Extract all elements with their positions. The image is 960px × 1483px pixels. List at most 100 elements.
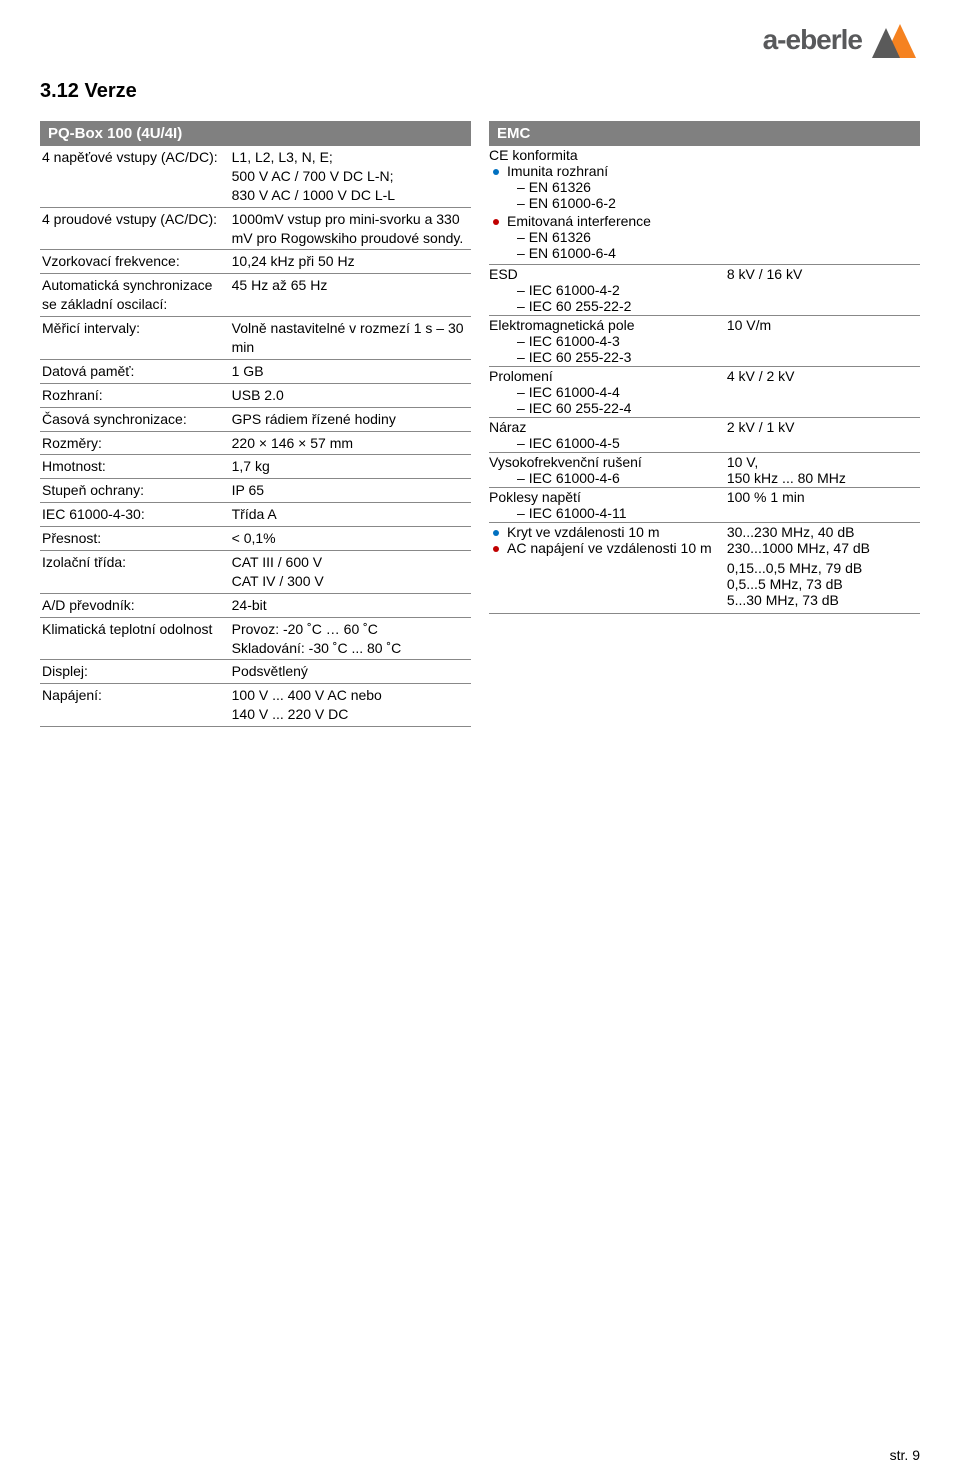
emc-sub-item: EN 61000-6-2 bbox=[489, 195, 920, 211]
logo: a-eberle bbox=[763, 20, 920, 60]
spec-value: 1000mV vstup pro mini-svorku a 330 mV pr… bbox=[230, 207, 471, 250]
spec-label: Rozhraní: bbox=[40, 383, 230, 407]
emc-row-value: 10 V, 150 kHz ... 80 MHz bbox=[721, 454, 920, 486]
emc-conformity-row: CE konformita Imunita rozhraníEN 61326EN… bbox=[489, 146, 920, 264]
emc-row: NárazIEC 61000-4-52 kV / 1 kV bbox=[489, 418, 920, 453]
emc-row-title: Vysokofrekvenční rušení bbox=[489, 454, 721, 470]
spec-row: Displej:Podsvětlený bbox=[40, 660, 471, 684]
emc-tail-row: Kryt ve vzdálenosti 10 mAC napájení ve v… bbox=[489, 523, 920, 614]
emc-row-value: 2 kV / 1 kV bbox=[721, 419, 920, 451]
spec-row: Rozhraní:USB 2.0 bbox=[40, 383, 471, 407]
spec-row: 4 proudové vstupy (AC/DC):1000mV vstup p… bbox=[40, 207, 471, 250]
spec-column-left: PQ-Box 100 (4U/4I) 4 napěťové vstupy (AC… bbox=[40, 121, 471, 727]
panel-header-pqbox: PQ-Box 100 (4U/4I) bbox=[40, 121, 471, 146]
emc-row-value: 8 kV / 16 kV bbox=[721, 266, 920, 314]
bullet-icon bbox=[493, 169, 499, 175]
logo-text: a-eberle bbox=[763, 24, 862, 56]
emc-row: Vysokofrekvenční rušeníIEC 61000-4-610 V… bbox=[489, 453, 920, 488]
emc-conformity-title: CE konformita bbox=[489, 147, 920, 163]
emc-bullet-item: AC napájení ve vzdálenosti 10 m bbox=[489, 540, 721, 556]
spec-label: Přesnost: bbox=[40, 527, 230, 551]
emc-row: ProlomeníIEC 61000-4-4IEC 60 255-22-44 k… bbox=[489, 367, 920, 418]
panel-header-emc: EMC bbox=[489, 121, 920, 146]
emc-tail-value: 0,15...0,5 MHz, 79 dB 0,5...5 MHz, 73 dB… bbox=[727, 560, 920, 608]
emc-row-title: Poklesy napětí bbox=[489, 489, 721, 505]
emc-row-value: 100 % 1 min bbox=[721, 489, 920, 521]
spec-row: Datová paměť:1 GB bbox=[40, 359, 471, 383]
spec-label: Napájení: bbox=[40, 684, 230, 727]
spec-label: Hmotnost: bbox=[40, 455, 230, 479]
spec-value: GPS rádiem řízené hodiny bbox=[230, 407, 471, 431]
emc-sub-item: IEC 61000-4-5 bbox=[489, 435, 721, 451]
emc-row: Poklesy napětíIEC 61000-4-11100 % 1 min bbox=[489, 488, 920, 523]
spec-label: Izolační třída: bbox=[40, 551, 230, 594]
emc-sub-item: EN 61326 bbox=[489, 179, 920, 195]
emc-row-value: 10 V/m bbox=[721, 317, 920, 365]
spec-label: 4 proudové vstupy (AC/DC): bbox=[40, 207, 230, 250]
spec-label: A/D převodník: bbox=[40, 593, 230, 617]
emc-sub-item: IEC 61000-4-4 bbox=[489, 384, 721, 400]
emc-sub-item: IEC 61000-4-11 bbox=[489, 505, 721, 521]
spec-row: Časová synchronizace:GPS rádiem řízené h… bbox=[40, 407, 471, 431]
bullet-icon bbox=[493, 219, 499, 225]
spec-value: 1,7 kg bbox=[230, 455, 471, 479]
emc-sub-item: IEC 61000-4-6 bbox=[489, 470, 721, 486]
spec-value: 45 Hz až 65 Hz bbox=[230, 274, 471, 317]
emc-sub-item: IEC 61000-4-2 bbox=[489, 282, 721, 298]
spec-row: Automatická synchronizace se základní os… bbox=[40, 274, 471, 317]
spec-label: Stupeň ochrany: bbox=[40, 479, 230, 503]
spec-value: USB 2.0 bbox=[230, 383, 471, 407]
spec-row: IEC 61000-4-30:Třída A bbox=[40, 503, 471, 527]
bullet-icon bbox=[493, 546, 499, 552]
spec-label: Rozměry: bbox=[40, 431, 230, 455]
spec-row: Klimatická teplotní odolnostProvoz: -20 … bbox=[40, 617, 471, 660]
emc-bullet-item: Kryt ve vzdálenosti 10 m bbox=[489, 524, 721, 540]
spec-label: 4 napěťové vstupy (AC/DC): bbox=[40, 146, 230, 207]
spec-row: Měřicí intervaly:Volně nastavitelné v ro… bbox=[40, 317, 471, 360]
spec-value: < 0,1% bbox=[230, 527, 471, 551]
emc-sub-item: IEC 61000-4-3 bbox=[489, 333, 721, 349]
spec-row: A/D převodník:24-bit bbox=[40, 593, 471, 617]
emc-row-title: Elektromagnetická pole bbox=[489, 317, 721, 333]
emc-row-title: Náraz bbox=[489, 419, 721, 435]
spec-label: Klimatická teplotní odolnost bbox=[40, 617, 230, 660]
emc-sub-item: IEC 60 255-22-3 bbox=[489, 349, 721, 365]
spec-label: Displej: bbox=[40, 660, 230, 684]
spec-value: L1, L2, L3, N, E; 500 V AC / 700 V DC L-… bbox=[230, 146, 471, 207]
emc-bullet-item: Emitovaná interference bbox=[489, 213, 920, 229]
emc-sub-item: IEC 60 255-22-2 bbox=[489, 298, 721, 314]
emc-row-title: Prolomení bbox=[489, 368, 721, 384]
spec-value: CAT III / 600 V CAT IV / 300 V bbox=[230, 551, 471, 594]
spec-value: 10,24 kHz při 50 Hz bbox=[230, 250, 471, 274]
spec-row: Rozměry:220 × 146 × 57 mm bbox=[40, 431, 471, 455]
logo-triangle-icon bbox=[870, 20, 920, 60]
spec-value: 1 GB bbox=[230, 359, 471, 383]
spec-row: Izolační třída:CAT III / 600 V CAT IV / … bbox=[40, 551, 471, 594]
emc-sub-item: EN 61326 bbox=[489, 229, 920, 245]
spec-row: Přesnost:< 0,1% bbox=[40, 527, 471, 551]
spec-value: Třída A bbox=[230, 503, 471, 527]
spec-label: Měřicí intervaly: bbox=[40, 317, 230, 360]
emc-row-value: 4 kV / 2 kV bbox=[721, 368, 920, 416]
spec-value: 220 × 146 × 57 mm bbox=[230, 431, 471, 455]
spec-row: Hmotnost:1,7 kg bbox=[40, 455, 471, 479]
spec-label: Časová synchronizace: bbox=[40, 407, 230, 431]
emc-sub-item: EN 61000-6-4 bbox=[489, 245, 920, 261]
page-content: 3.12 Verze PQ-Box 100 (4U/4I) 4 napěťové… bbox=[0, 70, 960, 767]
bullet-icon bbox=[493, 530, 499, 536]
spec-value: Provoz: -20 ˚C … 60 ˚C Skladování: -30 ˚… bbox=[230, 617, 471, 660]
emc-sub-item: IEC 60 255-22-4 bbox=[489, 400, 721, 416]
spec-value: Volně nastavitelné v rozmezí 1 s – 30 mi… bbox=[230, 317, 471, 360]
spec-row: Napájení:100 V ... 400 V AC nebo 140 V .… bbox=[40, 684, 471, 727]
spec-row: Stupeň ochrany:IP 65 bbox=[40, 479, 471, 503]
spec-label: IEC 61000-4-30: bbox=[40, 503, 230, 527]
emc-row: Elektromagnetická poleIEC 61000-4-3IEC 6… bbox=[489, 316, 920, 367]
spec-row: Vzorkovací frekvence:10,24 kHz při 50 Hz bbox=[40, 250, 471, 274]
emc-row: ESDIEC 61000-4-2IEC 60 255-22-28 kV / 16… bbox=[489, 265, 920, 316]
two-column-layout: PQ-Box 100 (4U/4I) 4 napěťové vstupy (AC… bbox=[40, 121, 920, 727]
spec-value: 24-bit bbox=[230, 593, 471, 617]
spec-column-right: EMC CE konformita Imunita rozhraníEN 613… bbox=[489, 121, 920, 727]
emc-tail-value: 30...230 MHz, 40 dB 230...1000 MHz, 47 d… bbox=[727, 524, 920, 556]
page-header: a-eberle bbox=[0, 0, 960, 70]
spec-label: Vzorkovací frekvence: bbox=[40, 250, 230, 274]
